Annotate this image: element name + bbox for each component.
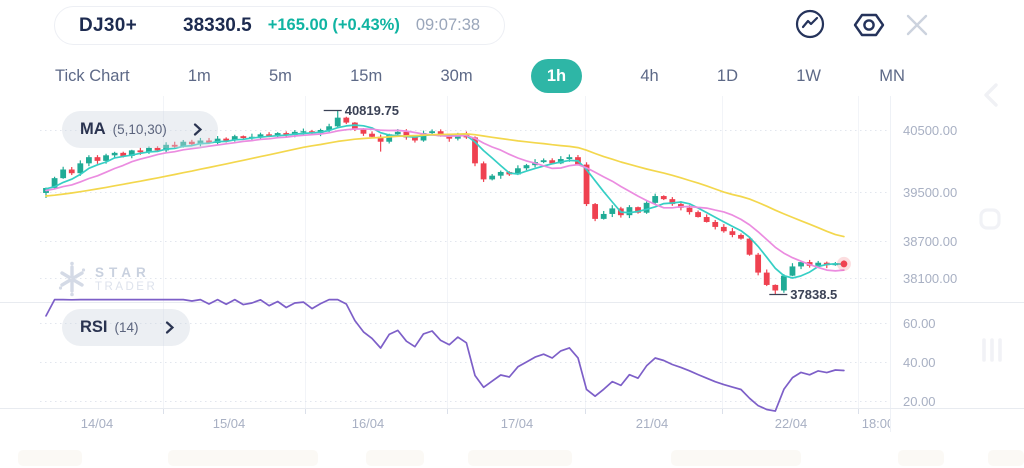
- svg-text:40819.75: 40819.75: [345, 103, 399, 118]
- collapse-panel-chevron-icon[interactable]: [981, 82, 1001, 108]
- svg-text:17/04: 17/04: [501, 416, 534, 431]
- tab-1w[interactable]: 1W: [796, 66, 821, 85]
- ma-label: MA: [80, 120, 106, 138]
- tab-4h[interactable]: 4h: [640, 66, 659, 85]
- svg-text:16/04: 16/04: [352, 416, 385, 431]
- skeleton-block: [468, 450, 572, 466]
- star-snowflake-icon: [57, 261, 87, 297]
- tab-1m[interactable]: 1m: [187, 66, 211, 85]
- skeleton-block: [366, 450, 424, 466]
- tab-1h-selected[interactable]: 1h: [530, 59, 583, 93]
- timeframe-tabs: Tick Chart 1m 5m 15m 30m 1h 4h 1D 1W MN: [55, 58, 905, 94]
- svg-text:20.00: 20.00: [903, 394, 936, 409]
- symbol-quote-pill[interactable]: DJ30+ 38330.5 +165.00 (+0.43%) 09:07:38: [54, 6, 506, 45]
- chart-style-icon[interactable]: [794, 8, 826, 40]
- handle-bars-icon[interactable]: [979, 337, 1005, 363]
- svg-text:38100.00: 38100.00: [903, 271, 957, 286]
- drawing-tool-square-icon[interactable]: [977, 206, 1003, 232]
- ma-params: (5,10,30): [112, 122, 167, 137]
- last-price: 38330.5: [183, 14, 252, 36]
- svg-text:38700.00: 38700.00: [903, 234, 957, 249]
- price-change: +165.00 (+0.43%): [267, 16, 400, 34]
- svg-text:39500.00: 39500.00: [903, 185, 957, 200]
- svg-text:40500.00: 40500.00: [903, 123, 957, 138]
- skeleton-block: [168, 450, 318, 466]
- skeleton-block: [898, 450, 944, 466]
- svg-text:40.00: 40.00: [903, 355, 936, 370]
- watermark-line1: STAR: [95, 265, 151, 280]
- watermark-line2: TRADER: [95, 281, 158, 293]
- svg-text:21/04: 21/04: [636, 416, 669, 431]
- svg-text:18:00: 18:00: [862, 416, 895, 431]
- tab-30m[interactable]: 30m: [440, 66, 473, 85]
- tab-1d[interactable]: 1D: [716, 66, 738, 85]
- skeleton-block: [18, 450, 82, 466]
- tab-mn[interactable]: MN: [879, 66, 905, 85]
- quote-time: 09:07:38: [415, 16, 481, 34]
- tab-15m[interactable]: 15m: [350, 66, 383, 85]
- skeleton-block: [988, 450, 1024, 466]
- tab-5m[interactable]: 5m: [268, 66, 292, 85]
- rsi-label: RSI: [80, 318, 108, 336]
- chevron-right-icon[interactable]: [165, 320, 175, 335]
- svg-text:37838.5: 37838.5: [790, 287, 837, 302]
- settings-icon[interactable]: [852, 8, 886, 42]
- close-icon[interactable]: [903, 11, 931, 39]
- symbol-name: DJ30+: [79, 14, 138, 36]
- tab-tick-chart[interactable]: Tick Chart: [55, 66, 130, 85]
- svg-text:22/04: 22/04: [775, 416, 808, 431]
- ma-indicator-pill[interactable]: MA (5,10,30): [62, 111, 218, 148]
- svg-text:15/04: 15/04: [213, 416, 246, 431]
- svg-text:14/04: 14/04: [81, 416, 114, 431]
- svg-text:60.00: 60.00: [903, 316, 936, 331]
- rsi-indicator-pill[interactable]: RSI (14): [62, 309, 190, 346]
- star-trader-watermark: STAR TRADER: [57, 261, 157, 297]
- skeleton-block: [671, 450, 801, 466]
- chevron-right-icon[interactable]: [193, 122, 203, 137]
- chart-header: DJ30+ 38330.5 +165.00 (+0.43%) 09:07:38: [0, 0, 1024, 52]
- rsi-params: (14): [114, 320, 139, 335]
